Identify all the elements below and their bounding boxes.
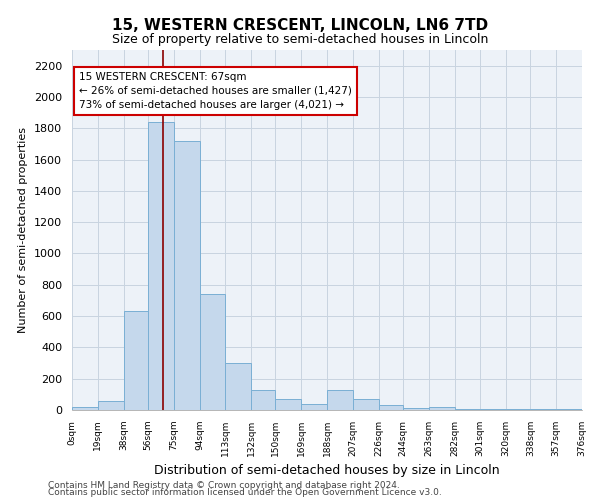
Bar [530,409,556,410]
Bar [124,312,148,410]
Bar [72,407,98,410]
Bar [225,363,251,410]
Bar [403,408,429,410]
Bar [506,409,530,410]
Bar [98,400,124,410]
Text: Size of property relative to semi-detached houses in Lincoln: Size of property relative to semi-detach… [112,32,488,46]
Bar [556,409,582,410]
Text: 15 WESTERN CRESCENT: 67sqm
← 26% of semi-detached houses are smaller (1,427)
73%: 15 WESTERN CRESCENT: 67sqm ← 26% of semi… [79,72,352,110]
Bar [251,390,275,410]
Bar [148,122,174,410]
Bar [379,404,403,410]
Bar [353,399,379,410]
Bar [327,390,353,410]
Bar [429,407,455,410]
Bar [480,409,506,410]
Bar [301,404,327,410]
Bar [275,399,301,410]
Text: Contains HM Land Registry data © Crown copyright and database right 2024.: Contains HM Land Registry data © Crown c… [48,480,400,490]
Bar [455,409,480,410]
Y-axis label: Number of semi-detached properties: Number of semi-detached properties [19,127,28,333]
Text: Contains public sector information licensed under the Open Government Licence v3: Contains public sector information licen… [48,488,442,497]
Text: 15, WESTERN CRESCENT, LINCOLN, LN6 7TD: 15, WESTERN CRESCENT, LINCOLN, LN6 7TD [112,18,488,32]
Bar [174,141,199,410]
X-axis label: Distribution of semi-detached houses by size in Lincoln: Distribution of semi-detached houses by … [154,464,500,477]
Bar [199,294,225,410]
